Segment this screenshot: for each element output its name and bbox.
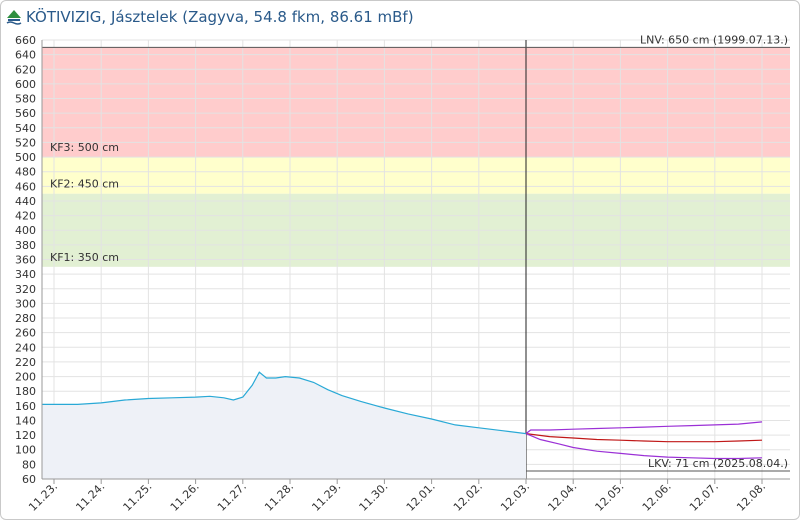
data-series	[41, 371, 763, 479]
x-tick-label: 12.05.	[593, 480, 627, 514]
y-tick-label: 120	[15, 429, 36, 442]
y-tick-label: 620	[15, 63, 36, 76]
y-tick-label: 480	[15, 166, 36, 179]
y-tick-label: 60	[22, 473, 36, 486]
y-tick-label: 380	[15, 239, 36, 252]
forecast-mid-line	[525, 433, 763, 443]
x-tick-label: 11.25.	[121, 480, 155, 514]
x-tick-label: 11.30.	[357, 480, 391, 514]
zone-label: KF3: 500 cm	[50, 141, 119, 154]
lnv-label: LNV: 650 cm (1999.07.13.)	[640, 33, 788, 46]
x-tick-label: 12.01.	[404, 480, 438, 514]
kotivizig-logo-icon	[6, 10, 22, 25]
y-tick-label: 180	[15, 385, 36, 398]
x-tick-label: 12.07.	[687, 480, 721, 514]
x-tick-label: 12.02.	[451, 480, 485, 514]
zone-band	[42, 47, 790, 158]
y-tick-label: 540	[15, 122, 36, 135]
zone-band	[42, 157, 790, 194]
x-tick-label: 12.06.	[640, 480, 674, 514]
y-tick-label: 640	[15, 49, 36, 62]
y-tick-label: 400	[15, 224, 36, 237]
warning-zones	[42, 47, 790, 267]
y-tick-label: 600	[15, 78, 36, 91]
y-tick-label: 520	[15, 136, 36, 149]
chart-title: KÖTIVIZIG, Jásztelek (Zagyva, 54.8 fkm, …	[26, 8, 414, 26]
zone-label: KF1: 350 cm	[50, 251, 119, 264]
x-tick-label: 11.24.	[73, 480, 107, 514]
x-tick-label: 11.28.	[262, 480, 296, 514]
y-tick-label: 240	[15, 341, 36, 354]
y-tick-label: 440	[15, 195, 36, 208]
observed-area	[42, 372, 526, 479]
y-tick-label: 560	[15, 107, 36, 120]
zone-label: KF2: 450 cm	[50, 178, 119, 191]
chart-header: KÖTIVIZIG, Jásztelek (Zagyva, 54.8 fkm, …	[6, 6, 414, 28]
forecast-lower-line	[525, 433, 763, 460]
y-tick-label: 420	[15, 210, 36, 223]
y-tick-label: 260	[15, 327, 36, 340]
y-tick-label: 220	[15, 356, 36, 369]
observed-line	[41, 371, 527, 435]
y-tick-label: 100	[15, 444, 36, 457]
y-tick-label: 200	[15, 371, 36, 384]
y-tick-label: 500	[15, 151, 36, 164]
forecast-upper-line	[525, 421, 763, 435]
y-tick-label: 660	[15, 34, 36, 47]
y-tick-label: 580	[15, 93, 36, 106]
y-tick-label: 280	[15, 312, 36, 325]
y-tick-label: 460	[15, 180, 36, 193]
lkv-label: LKV: 71 cm (2025.08.04.)	[648, 457, 788, 470]
y-tick-label: 360	[15, 254, 36, 267]
y-tick-label: 300	[15, 297, 36, 310]
x-tick-label: 11.29.	[309, 480, 343, 514]
y-tick-label: 80	[22, 458, 36, 471]
x-tick-label: 11.26.	[168, 480, 202, 514]
annotations: KF1: 350 cm KF2: 450 cm KF3: 500 cm LNV: 65…	[50, 33, 788, 470]
x-tick-label: 12.08.	[734, 480, 768, 514]
y-tick-label: 160	[15, 400, 36, 413]
x-tick-label: 11.27.	[215, 480, 249, 514]
y-tick-label: 140	[15, 414, 36, 427]
x-tick-label: 12.03.	[498, 480, 532, 514]
x-tick-label: 12.04.	[545, 480, 579, 514]
y-tick-label: 340	[15, 268, 36, 281]
y-tick-label: 320	[15, 283, 36, 296]
